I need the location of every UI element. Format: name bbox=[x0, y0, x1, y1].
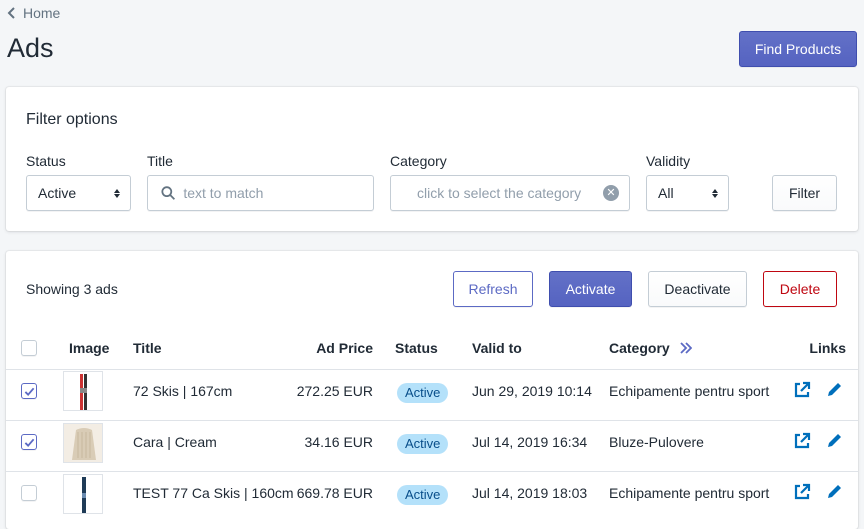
row-category: Bluze-Pulovere bbox=[609, 434, 704, 450]
status-badge: Active bbox=[397, 485, 449, 505]
validity-label: Validity bbox=[646, 153, 691, 169]
row-title[interactable]: Cara | Cream bbox=[133, 434, 217, 450]
status-value: Active bbox=[38, 185, 77, 201]
row-divider bbox=[6, 471, 858, 472]
ad-thumbnail bbox=[63, 423, 103, 463]
deactivate-button[interactable]: Deactivate bbox=[648, 271, 747, 307]
ski-image bbox=[82, 477, 86, 513]
refresh-button[interactable]: Refresh bbox=[453, 271, 533, 307]
column-valid-to[interactable]: Valid to bbox=[472, 340, 522, 356]
breadcrumb-home[interactable]: Home bbox=[7, 5, 60, 21]
category-field[interactable]: ✕ bbox=[390, 175, 630, 211]
ad-thumbnail bbox=[63, 474, 103, 514]
validity-select[interactable]: All bbox=[646, 175, 729, 211]
column-image: Image bbox=[69, 340, 110, 356]
sweater-image bbox=[64, 424, 102, 462]
external-link-icon[interactable] bbox=[793, 432, 811, 450]
validity-value: All bbox=[658, 185, 674, 201]
row-price: 272.25 EUR bbox=[296, 383, 373, 399]
row-valid-to: Jul 14, 2019 18:03 bbox=[472, 485, 588, 501]
status-badge: Active bbox=[397, 383, 449, 403]
header-divider bbox=[6, 369, 858, 370]
checkmark-icon bbox=[24, 438, 34, 447]
title-label: Title bbox=[147, 153, 173, 169]
title-search-input[interactable] bbox=[183, 185, 373, 201]
row-valid-to: Jul 14, 2019 16:34 bbox=[472, 434, 588, 450]
column-category-label: Category bbox=[609, 340, 670, 356]
activate-button[interactable]: Activate bbox=[549, 271, 632, 307]
chevron-left-icon bbox=[7, 7, 15, 19]
skis-image bbox=[80, 374, 87, 410]
row-category: Echipamente pentru sport bbox=[609, 383, 770, 399]
delete-button[interactable]: Delete bbox=[763, 271, 837, 307]
select-arrows-icon bbox=[114, 188, 120, 198]
column-category[interactable]: Category bbox=[609, 340, 692, 356]
column-ad-price[interactable]: Ad Price bbox=[316, 340, 373, 356]
page-title: Ads bbox=[7, 33, 54, 63]
column-links: Links bbox=[809, 340, 846, 356]
breadcrumb-label: Home bbox=[23, 5, 61, 21]
filter-card: Filter options Status Active Title Categ… bbox=[6, 87, 858, 231]
row-valid-to: Jun 29, 2019 10:14 bbox=[472, 383, 592, 399]
title-search-field[interactable] bbox=[147, 175, 374, 211]
row-checkbox[interactable] bbox=[21, 434, 37, 450]
edit-pencil-icon[interactable] bbox=[825, 381, 843, 399]
ads-list-card: Showing 3 ads Refresh Activate Deactivat… bbox=[6, 251, 858, 529]
status-label: Status bbox=[26, 153, 66, 169]
status-badge: Active bbox=[397, 434, 449, 454]
category-input[interactable] bbox=[417, 185, 603, 201]
row-checkbox[interactable] bbox=[21, 485, 37, 501]
clear-icon[interactable]: ✕ bbox=[603, 185, 619, 201]
row-price: 34.16 EUR bbox=[304, 434, 373, 450]
row-divider bbox=[6, 420, 858, 421]
ad-thumbnail bbox=[63, 371, 103, 411]
status-select[interactable]: Active bbox=[26, 175, 131, 211]
filter-button[interactable]: Filter bbox=[772, 175, 837, 211]
ads-count: Showing 3 ads bbox=[26, 281, 118, 297]
row-price: 669.78 EUR bbox=[296, 485, 373, 501]
column-status[interactable]: Status bbox=[395, 340, 438, 356]
checkmark-icon bbox=[24, 387, 34, 396]
column-title[interactable]: Title bbox=[133, 340, 162, 356]
row-title[interactable]: 72 Skis | 167cm bbox=[133, 383, 233, 399]
filter-heading: Filter options bbox=[26, 111, 118, 128]
row-title[interactable]: TEST 77 Ca Skis | 160cm bbox=[133, 485, 294, 501]
select-all-checkbox[interactable] bbox=[21, 340, 37, 356]
row-checkbox[interactable] bbox=[21, 383, 37, 399]
double-chevron-right-icon[interactable] bbox=[680, 342, 692, 354]
category-label: Category bbox=[390, 153, 447, 169]
row-category: Echipamente pentru sport bbox=[609, 485, 770, 501]
edit-pencil-icon[interactable] bbox=[825, 432, 843, 450]
external-link-icon[interactable] bbox=[793, 381, 811, 399]
find-products-button[interactable]: Find Products bbox=[739, 31, 857, 67]
search-icon bbox=[161, 186, 176, 200]
external-link-icon[interactable] bbox=[793, 483, 811, 501]
select-arrows-icon bbox=[712, 188, 718, 198]
edit-pencil-icon[interactable] bbox=[825, 483, 843, 501]
